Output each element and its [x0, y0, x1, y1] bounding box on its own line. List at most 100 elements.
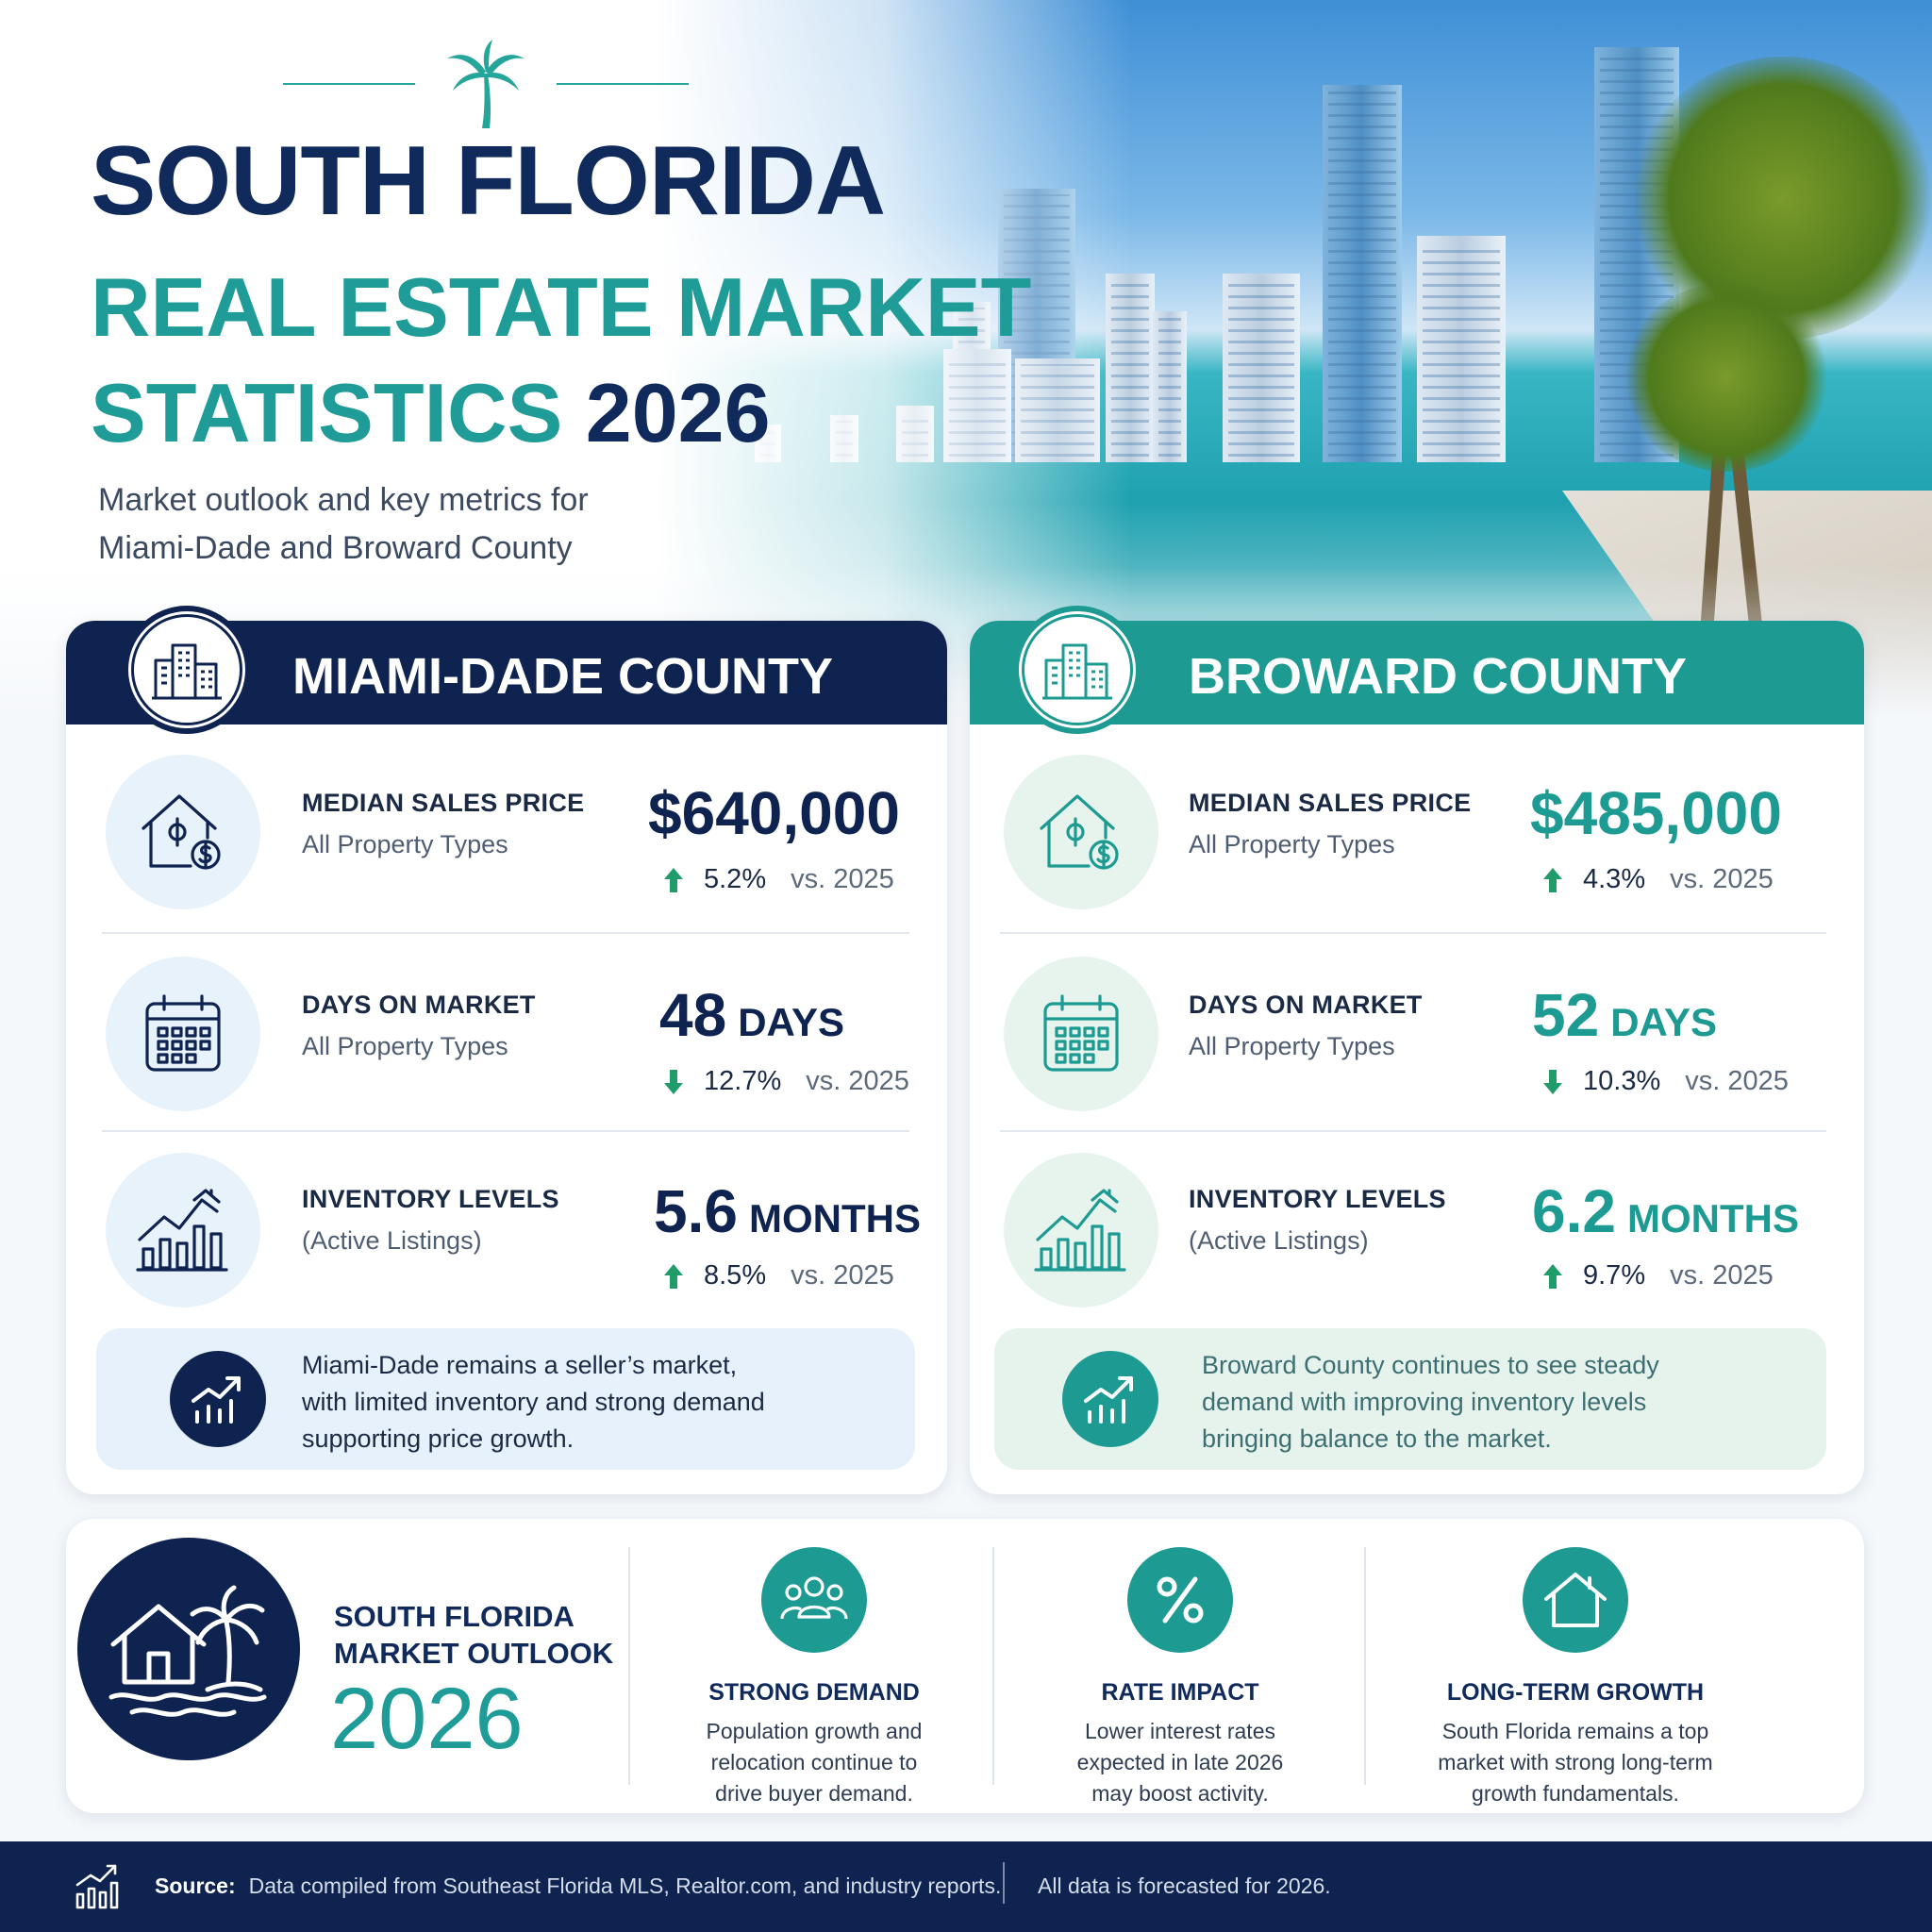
page-subtitle: Market outlook and key metrics for Miami…: [98, 476, 702, 573]
metric-change: 9.7% vs. 2025: [1538, 1260, 1774, 1291]
page-title-line3-text: STATISTICS: [91, 366, 563, 459]
metric-label: MEDIAN SALES PRICE: [302, 789, 585, 817]
metric-change-pct: 12.7%: [704, 1066, 782, 1096]
metric-value-unit: MONTHS: [748, 1196, 921, 1241]
outlook-divider: [1364, 1547, 1366, 1785]
metric-change: 5.2% vs. 2025: [658, 864, 894, 895]
arrow-down-icon: [1543, 1069, 1562, 1094]
skyline-tower: [1223, 274, 1300, 462]
calendar-icon: [1004, 957, 1158, 1111]
bar-chart-house-icon: [1004, 1153, 1158, 1307]
metric-sub: (Active Listings): [302, 1226, 482, 1255]
pillar-line: drive buyer demand.: [715, 1781, 913, 1806]
metric-value: 5.6 MONTHS: [654, 1181, 921, 1241]
divider: [102, 932, 909, 934]
metric-value-number: 52: [1532, 981, 1600, 1049]
metric-change-vs: vs. 2025: [1670, 864, 1774, 894]
arrow-up-icon: [1543, 1263, 1562, 1289]
page-title-line1: SOUTH FLORIDA: [91, 126, 886, 236]
metric-sub: (Active Listings): [1189, 1226, 1369, 1255]
metric-label: INVENTORY LEVELS: [302, 1185, 559, 1213]
calendar-icon: [106, 957, 260, 1111]
footer-source: Source: Data compiled from Southeast Flor…: [155, 1874, 1001, 1899]
bar-chart-icon: [75, 1864, 119, 1909]
skyline-tower: [1323, 85, 1402, 462]
outlook-title-line2: MARKET OUTLOOK: [334, 1637, 614, 1670]
metric-value: $640,000: [648, 779, 900, 847]
metric-change: 12.7% vs. 2025: [658, 1066, 909, 1097]
metric-change-vs: vs. 2025: [1670, 1260, 1774, 1291]
metric-sub: All Property Types: [302, 1032, 508, 1060]
metric-change: 8.5% vs. 2025: [658, 1260, 894, 1291]
pillar-line: relocation continue to: [710, 1750, 918, 1774]
broward-card: BROWARD COUNTY MEDIAN SALES PRICE All Pr…: [970, 621, 1864, 1494]
pillar-long-term-growth: LONG-TERM GROWTH South Florida remains a…: [1406, 1547, 1745, 1809]
hero-skyline-photo: [0, 0, 1932, 717]
subtitle-line2: Miami-Dade and Broward County: [98, 530, 573, 566]
metric-label: INVENTORY LEVELS: [1189, 1185, 1446, 1213]
market-outlook-panel: SOUTH FLORIDA MARKET OUTLOOK 2026 STRONG…: [66, 1519, 1864, 1813]
note-line: supporting price growth.: [302, 1424, 575, 1453]
outlook-divider: [628, 1547, 630, 1785]
skyline-tower: [1153, 311, 1187, 462]
page-title-line3: STATISTICS 2026: [91, 372, 771, 455]
note-line: demand with improving inventory levels: [1202, 1388, 1647, 1416]
house-icon: [1523, 1547, 1628, 1653]
house-dollar-icon: [106, 755, 260, 909]
percent-icon: [1127, 1547, 1233, 1653]
footer-disclaimer: All data is forecasted for 2026.: [1038, 1874, 1331, 1898]
house-palm-icon: [77, 1538, 300, 1760]
pillar-title: STRONG DEMAND: [708, 1679, 920, 1706]
people-icon: [761, 1547, 867, 1653]
pillar-title: LONG-TERM GROWTH: [1446, 1679, 1705, 1706]
pillar-line: growth fundamentals.: [1472, 1781, 1679, 1806]
pillar-line: expected in late 2026: [1076, 1750, 1284, 1774]
outlook-year: 2026: [330, 1671, 524, 1767]
outlook-title: SOUTH FLORIDA MARKET OUTLOOK: [334, 1598, 613, 1672]
footer-source-text: Data compiled from Southeast Florida MLS…: [248, 1874, 1002, 1898]
buildings-icon: [131, 614, 242, 725]
pillar-text: South Florida remains a top market with …: [1406, 1716, 1745, 1809]
metric-change-pct: 10.3%: [1583, 1066, 1661, 1096]
broward-title: BROWARD COUNTY: [1189, 648, 1687, 705]
trend-chart-icon: [170, 1351, 266, 1447]
note-text: Broward County continues to see steady d…: [1202, 1347, 1730, 1457]
page-title-year: 2026: [585, 366, 771, 459]
metric-value: $485,000: [1530, 779, 1782, 847]
pillar-text: Population growth and relocation continu…: [658, 1716, 970, 1809]
arrow-up-icon: [664, 1263, 683, 1289]
arrow-up-icon: [664, 867, 683, 892]
miami-dade-card: MIAMI-DADE COUNTY MEDIAN SALES PRICE All…: [66, 621, 947, 1494]
pillar-line: may boost activity.: [1091, 1781, 1269, 1806]
arrow-down-icon: [664, 1069, 683, 1094]
note-line: Broward County continues to see steady: [1202, 1351, 1659, 1379]
metric-value-number: 5.6: [654, 1177, 738, 1245]
metric-value: 48 DAYS: [659, 985, 844, 1045]
metric-change: 4.3% vs. 2025: [1538, 864, 1774, 895]
metric-change-vs: vs. 2025: [806, 1066, 909, 1096]
divider: [1000, 932, 1826, 934]
outlook-divider: [992, 1547, 994, 1785]
footer-source-label: Source:: [155, 1874, 236, 1898]
divider: [102, 1130, 909, 1132]
house-dollar-icon: [1004, 755, 1158, 909]
note-line: Miami-Dade remains a seller’s market,: [302, 1351, 738, 1379]
skyline-tower: [1417, 236, 1506, 462]
metric-value-unit: DAYS: [738, 1000, 845, 1044]
divider: [1000, 1130, 1826, 1132]
pillar-line: Population growth and: [706, 1719, 923, 1743]
pillar-strong-demand: STRONG DEMAND Population growth and relo…: [658, 1547, 970, 1809]
metric-sub: All Property Types: [302, 830, 508, 858]
metric-change-vs: vs. 2025: [791, 1260, 894, 1291]
note-line: bringing balance to the market.: [1202, 1424, 1552, 1453]
miami-dade-note: Miami-Dade remains a seller’s market, wi…: [96, 1328, 915, 1470]
metric-value: 6.2 MONTHS: [1532, 1181, 1799, 1241]
metric-value-unit: DAYS: [1610, 1000, 1718, 1044]
palm-crown: [1623, 283, 1830, 472]
metric-value-number: 6.2: [1532, 1177, 1616, 1245]
pillar-title: RATE IMPACT: [1101, 1679, 1259, 1706]
metric-change-pct: 5.2%: [704, 864, 767, 894]
miami-dade-title: MIAMI-DADE COUNTY: [292, 648, 833, 705]
title-rule-left: [283, 83, 415, 85]
metric-change: 10.3% vs. 2025: [1538, 1066, 1789, 1097]
